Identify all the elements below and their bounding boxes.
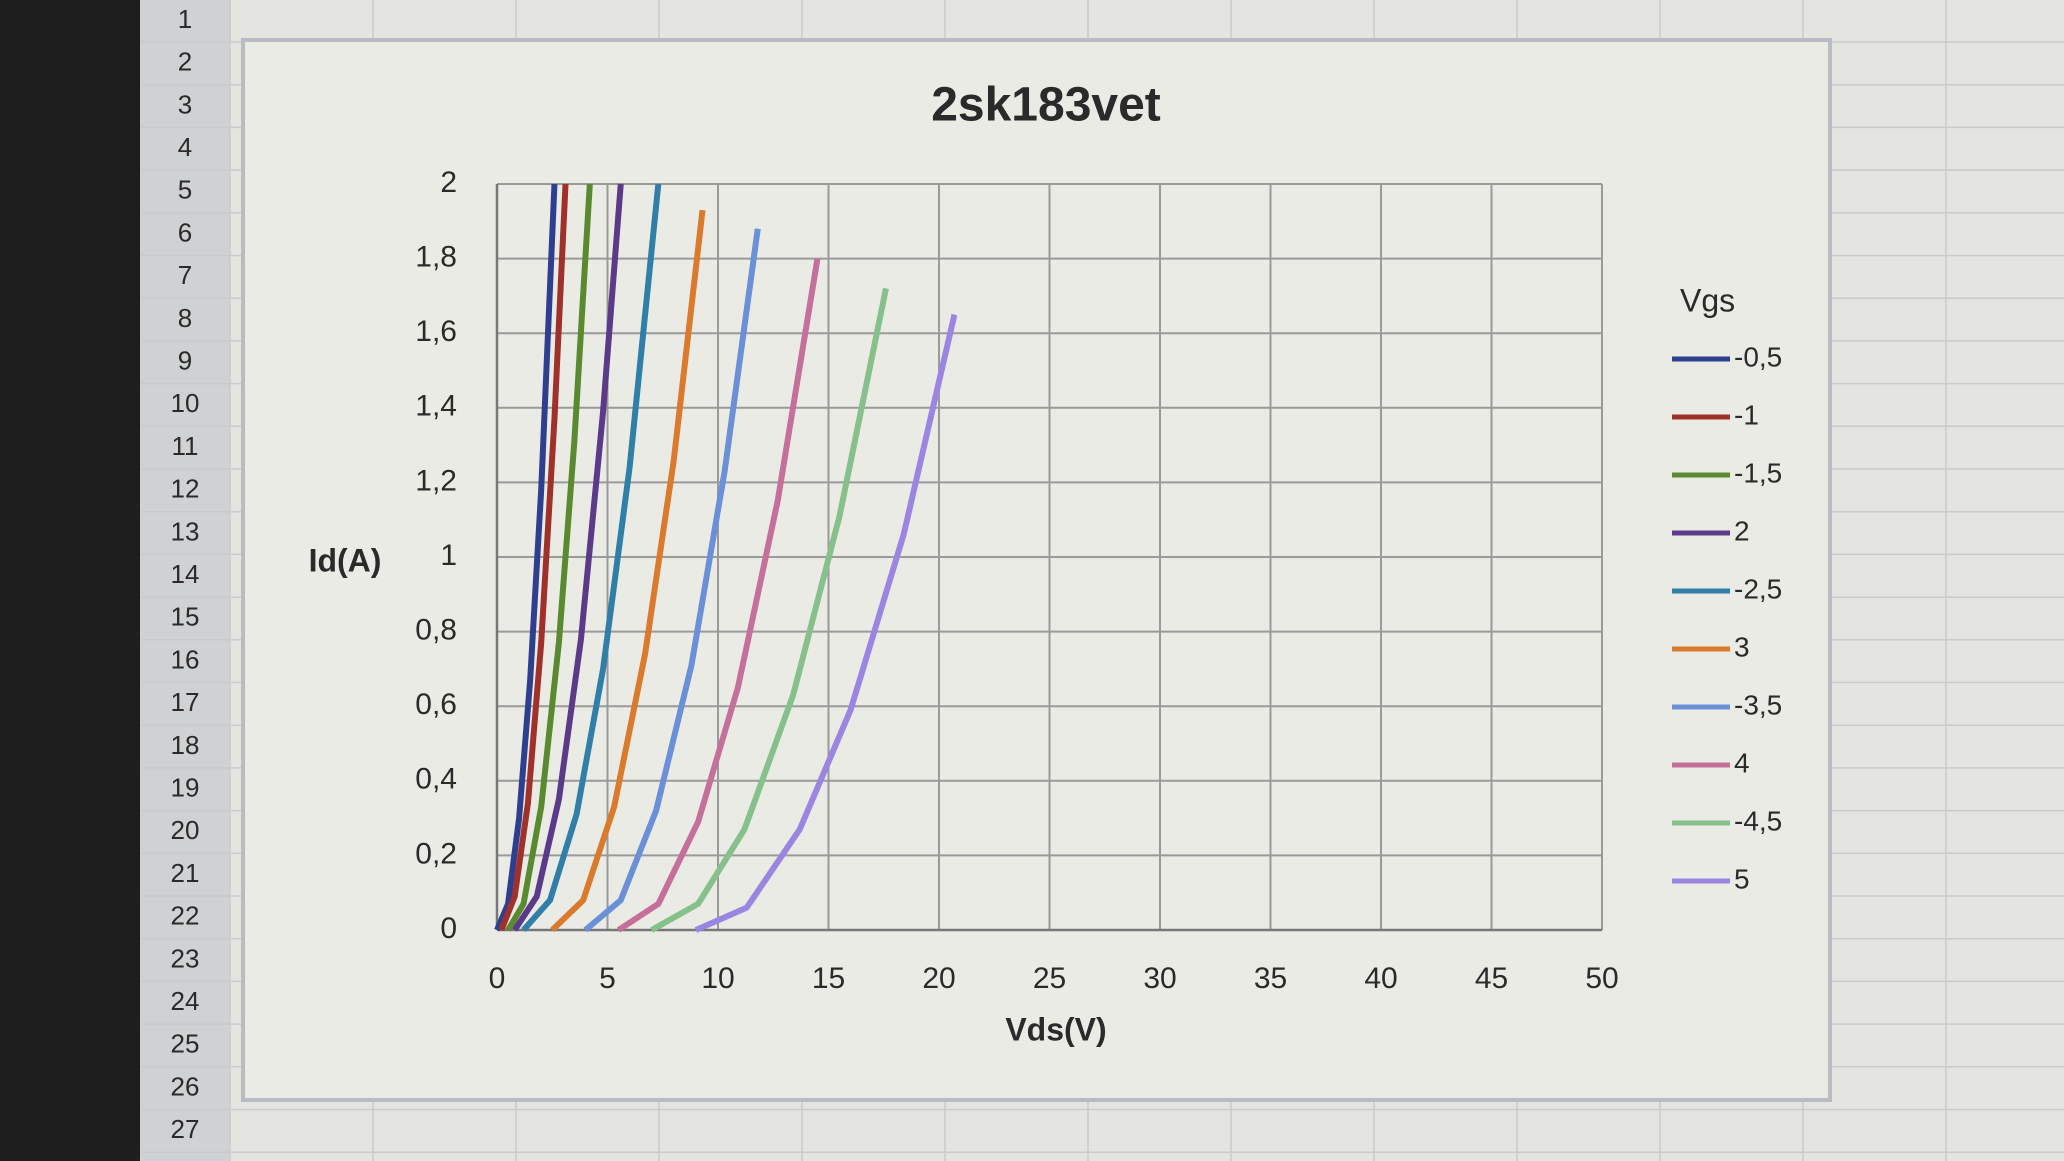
y-tick-label: 0: [440, 912, 457, 945]
x-tick-label: 40: [1364, 962, 1397, 995]
row-header-column: [140, 0, 230, 1161]
row-header: 1: [178, 4, 192, 34]
legend-label: 2: [1734, 515, 1750, 546]
legend-label: 5: [1734, 863, 1750, 894]
row-header: 20: [171, 815, 200, 845]
row-header: 28: [171, 1157, 200, 1161]
row-header: 23: [171, 943, 200, 973]
chart-title: 2sk183vet: [931, 79, 1161, 132]
x-tick-label: 35: [1254, 962, 1287, 995]
x-tick-label: 0: [489, 962, 506, 995]
series-line: [694, 313, 958, 933]
row-header: 7: [178, 260, 192, 290]
row-header: 25: [171, 1029, 200, 1059]
y-tick-label: 2: [440, 166, 457, 199]
series-line: [521, 183, 662, 932]
y-tick-label: 1,4: [415, 390, 457, 423]
legend-label: -2,5: [1734, 573, 1782, 604]
row-header: 22: [171, 901, 200, 931]
legend-label: 4: [1734, 747, 1750, 778]
row-header: 12: [171, 474, 200, 504]
row-header: 5: [178, 175, 192, 205]
y-tick-label: 0,4: [415, 763, 457, 796]
row-header: 18: [171, 730, 200, 760]
x-tick-label: 50: [1585, 962, 1618, 995]
row-header: 10: [171, 388, 200, 418]
legend-label: -1,5: [1734, 457, 1782, 488]
x-tick-label: 5: [599, 962, 616, 995]
chart-frame: [241, 38, 1832, 1102]
y-tick-label: 1,2: [415, 464, 457, 497]
row-header: 2: [178, 47, 192, 77]
legend-label: -3,5: [1734, 689, 1782, 720]
row-header: 17: [171, 687, 200, 717]
legend-label: -0,5: [1734, 341, 1782, 372]
legend-label: -4,5: [1734, 805, 1782, 836]
row-header: 8: [178, 303, 192, 333]
row-header: 6: [178, 217, 192, 247]
row-header: 24: [171, 986, 200, 1016]
y-tick-label: 1,8: [415, 241, 457, 274]
series-line: [616, 258, 821, 933]
series-line: [583, 228, 761, 933]
x-tick-label: 45: [1475, 962, 1508, 995]
y-tick-label: 0,8: [415, 614, 457, 647]
series-line: [498, 183, 569, 932]
x-tick-label: 25: [1033, 962, 1066, 995]
y-axis-label: Id(A): [309, 542, 382, 578]
y-tick-label: 0,2: [415, 837, 457, 870]
series-line: [650, 287, 889, 933]
row-header: 9: [178, 345, 192, 375]
series-line: [550, 209, 706, 933]
legend-title: Vgs: [1680, 282, 1735, 318]
row-header: 27: [171, 1114, 200, 1144]
row-header: 26: [171, 1071, 200, 1101]
series-line: [494, 183, 558, 932]
y-tick-label: 1,6: [415, 315, 457, 348]
row-header: 13: [171, 516, 200, 546]
x-tick-label: 20: [922, 962, 955, 995]
row-header: 4: [178, 132, 192, 162]
row-header: 11: [172, 431, 199, 461]
x-tick-label: 10: [701, 962, 734, 995]
row-header: 16: [171, 644, 200, 674]
series-line: [512, 183, 624, 932]
x-tick-label: 30: [1143, 962, 1176, 995]
legend-label: 3: [1734, 631, 1750, 662]
y-tick-label: 1: [440, 539, 457, 572]
legend-label: -1: [1734, 399, 1759, 430]
row-header: 14: [171, 559, 200, 589]
row-header: 3: [178, 89, 192, 119]
series-line: [505, 183, 593, 932]
row-header: 19: [171, 772, 200, 802]
x-tick-label: 15: [812, 962, 845, 995]
y-tick-label: 0,6: [415, 688, 457, 721]
row-header: 15: [171, 602, 200, 632]
row-header: 21: [171, 858, 200, 888]
x-axis-label: Vds(V): [1005, 1011, 1106, 1047]
